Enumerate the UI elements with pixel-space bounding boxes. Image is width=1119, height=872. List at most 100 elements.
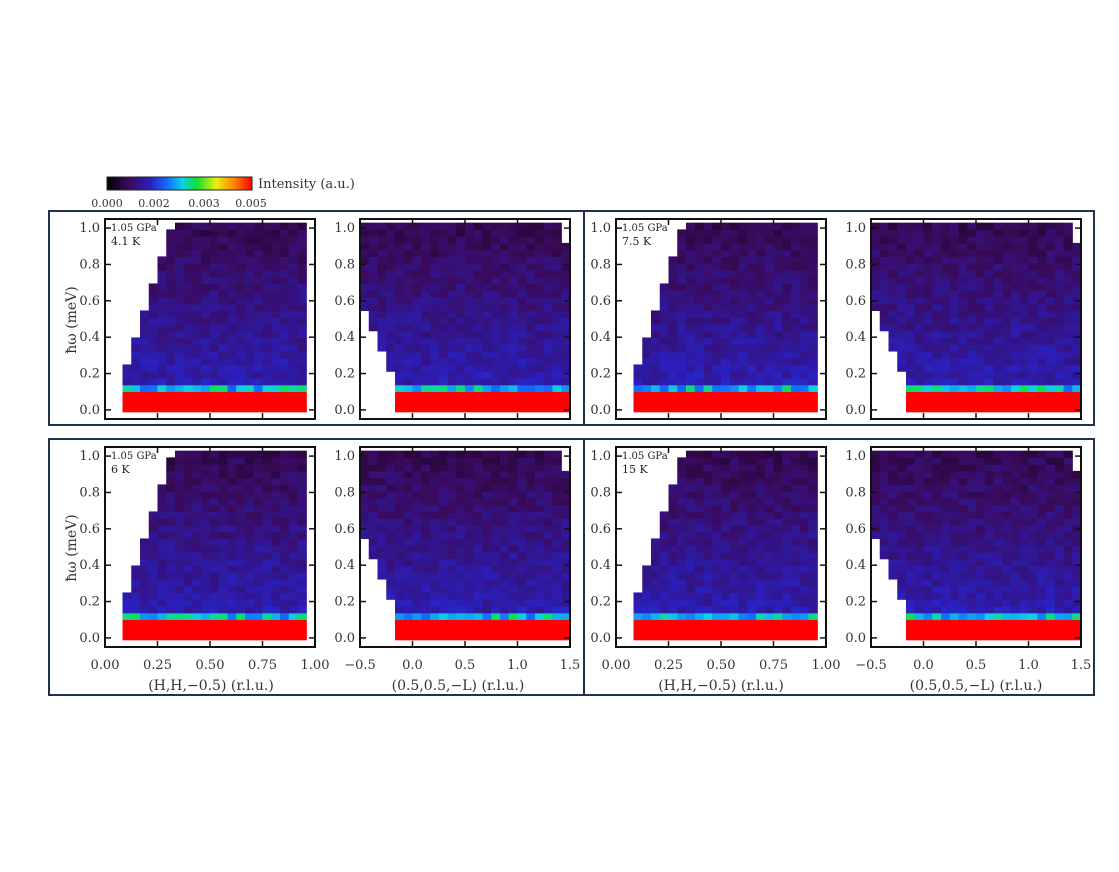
- heatmap-cell: [1028, 504, 1038, 513]
- heatmap-cell: [958, 290, 968, 298]
- heatmap-cell: [245, 256, 255, 264]
- heatmap-cell: [166, 377, 176, 386]
- heatmap-cell: [914, 491, 925, 499]
- heatmap-cell: [508, 484, 519, 492]
- heatmap-cell: [633, 592, 643, 600]
- heatmap-cell: [465, 632, 475, 641]
- heatmap-cell: [245, 330, 255, 339]
- heatmap-cell: [245, 391, 255, 399]
- heatmap-cell: [218, 464, 229, 472]
- heatmap-cell: [923, 545, 933, 553]
- heatmap-cell: [543, 578, 554, 587]
- heatmap-cell: [508, 538, 519, 546]
- heatmap-cell: [906, 269, 916, 278]
- heatmap-cell: [360, 303, 370, 312]
- heatmap-cell: [535, 491, 545, 499]
- heatmap-cell: [438, 263, 449, 271]
- heatmap-cell: [1019, 504, 1030, 513]
- heatmap-cell: [976, 377, 986, 386]
- heatmap-cell: [386, 497, 396, 506]
- heatmap-cell: [791, 310, 801, 318]
- heatmap-cell: [465, 491, 475, 499]
- heatmap-cell: [297, 470, 307, 479]
- heatmap-cell: [958, 538, 968, 546]
- heatmap-cell: [871, 470, 881, 479]
- heatmap-cell: [668, 504, 678, 513]
- heatmap-cell: [659, 538, 670, 546]
- heatmap-cell: [517, 538, 527, 546]
- heatmap-cell: [694, 538, 705, 546]
- heatmap-cell: [712, 222, 722, 230]
- heatmap-cell: [958, 477, 968, 485]
- heatmap-cell: [906, 276, 916, 285]
- heatmap-cell: [218, 558, 229, 567]
- heatmap-cell: [421, 551, 431, 560]
- heatmap-cell: [288, 518, 299, 526]
- heatmap-cell: [703, 256, 713, 264]
- heatmap-cell: [438, 626, 449, 634]
- heatmap-cell: [1046, 551, 1056, 560]
- y-tick-label: 0.6: [590, 522, 611, 537]
- heatmap-cell: [360, 276, 370, 285]
- heatmap-cell: [500, 565, 510, 573]
- heatmap-cell: [738, 518, 748, 526]
- heatmap-cell: [1037, 317, 1047, 325]
- heatmap-cell: [148, 545, 159, 553]
- heatmap-cell: [659, 303, 670, 312]
- heatmap-cell: [1046, 371, 1056, 379]
- heatmap-cell: [694, 242, 705, 251]
- heatmap-cell: [245, 450, 255, 458]
- heatmap-cell: [280, 470, 290, 479]
- heatmap-cell: [659, 296, 670, 305]
- heatmap-cell: [958, 626, 968, 634]
- heatmap-cell: [482, 484, 492, 492]
- heatmap-cell: [368, 283, 379, 291]
- heatmap-cell: [1037, 585, 1047, 594]
- heatmap-cell: [412, 290, 422, 298]
- heatmap-cell: [148, 337, 159, 345]
- heatmap-cell: [721, 222, 731, 230]
- heatmap-cell: [192, 511, 202, 519]
- heatmap-cell: [764, 551, 775, 560]
- heatmap-cell: [201, 276, 211, 285]
- heatmap-cell: [517, 276, 527, 285]
- heatmap-cell: [236, 558, 246, 567]
- heatmap-cell: [703, 457, 713, 465]
- heatmap-cell: [642, 612, 652, 621]
- heatmap-cell: [914, 605, 925, 614]
- heatmap-cell: [897, 310, 907, 318]
- heatmap-cell: [175, 551, 185, 560]
- heatmap-cell: [447, 310, 457, 318]
- heatmap-cell: [517, 470, 527, 479]
- heatmap-cell: [1011, 491, 1021, 499]
- heatmap-cell: [227, 612, 237, 621]
- heatmap-cell: [561, 290, 571, 298]
- heatmap-cell: [175, 592, 185, 600]
- heatmap-cell: [535, 344, 545, 352]
- heatmap-cell: [491, 269, 501, 278]
- heatmap-cell: [976, 398, 986, 406]
- heatmap-cell: [642, 337, 652, 345]
- heatmap-cell: [773, 572, 783, 580]
- heatmap-cell: [993, 310, 1003, 318]
- heatmap-cell: [421, 249, 431, 257]
- heatmap-cell: [1072, 364, 1082, 372]
- heatmap-cell: [1028, 585, 1038, 594]
- heatmap-cell: [738, 545, 748, 553]
- heatmap-cell: [403, 364, 414, 372]
- heatmap-cell: [526, 377, 536, 386]
- heatmap-cell: [1072, 572, 1082, 580]
- heatmap-cell: [1037, 364, 1047, 372]
- heatmap-cell: [808, 545, 818, 553]
- heatmap-cell: [297, 303, 307, 312]
- heatmap-cell: [1037, 404, 1047, 413]
- heatmap-cell: [633, 371, 643, 379]
- heatmap-cell: [773, 605, 783, 614]
- heatmap-cell: [526, 599, 536, 607]
- heatmap-cell: [288, 605, 299, 614]
- heatmap-cell: [738, 263, 748, 271]
- heatmap-cell: [517, 357, 527, 366]
- heatmap-cell: [729, 323, 740, 332]
- heatmap-cell: [175, 242, 185, 251]
- heatmap-cell: [245, 310, 255, 318]
